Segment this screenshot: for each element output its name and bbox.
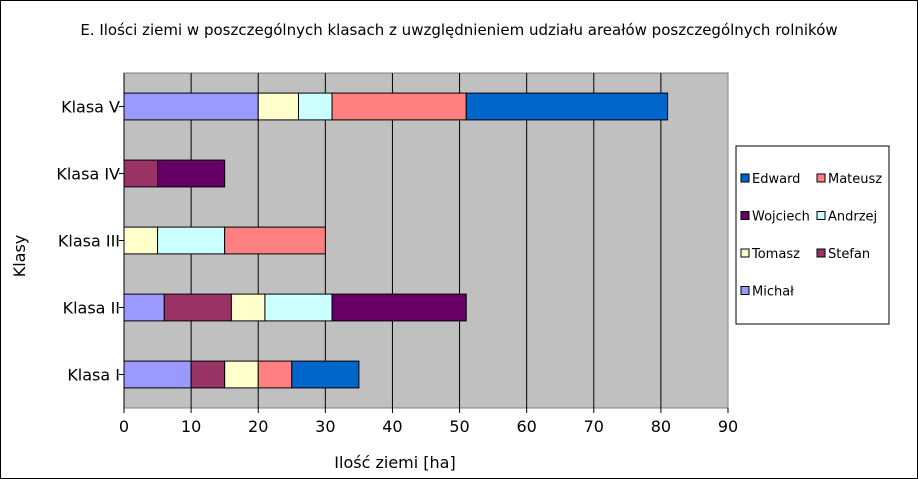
- legend: Edward Mateusz Wojciech Andrzej Tomasz Stefan…: [735, 145, 890, 325]
- bar-segment: [163, 293, 232, 322]
- x-tick-label: 30: [315, 417, 335, 436]
- x-tick-label: 80: [651, 417, 671, 436]
- y-tick-label: Klasa IV: [56, 165, 120, 184]
- bar-segment: [264, 293, 333, 322]
- x-tick-label: 20: [248, 417, 268, 436]
- bar-segment: [157, 226, 226, 255]
- bar-segment: [331, 92, 467, 121]
- legend-swatch: [816, 211, 826, 220]
- bar-segment: [291, 360, 360, 389]
- x-tick-labels: 0 10 20 30 40 50 60 70 80 90: [119, 417, 738, 436]
- bar-segment: [224, 226, 326, 255]
- x-tick-label: 10: [181, 417, 201, 436]
- legend-box: [735, 145, 890, 325]
- x-tick-label: 50: [449, 417, 469, 436]
- y-tick-label: Klasa V: [61, 98, 120, 117]
- legend-label: Andrzej: [828, 210, 877, 225]
- x-tick-label: 70: [584, 417, 604, 436]
- legend-swatch: [816, 248, 826, 258]
- legend-label: Stefan: [828, 247, 870, 262]
- y-tick-labels: Klasa I Klasa II Klasa III Klasa IV Klasa V: [56, 98, 124, 385]
- legend-label: Edward: [752, 172, 800, 187]
- y-tick-label: Klasa III: [58, 232, 120, 251]
- x-tick-label: 90: [718, 417, 738, 436]
- bar-segment: [331, 293, 467, 322]
- bar-segment: [157, 159, 226, 188]
- legend-label: Michał: [752, 285, 794, 300]
- bar-segment: [297, 92, 333, 121]
- bar-segment: [123, 159, 159, 188]
- bar-segment: [465, 92, 669, 121]
- bar-segment: [257, 92, 299, 121]
- legend-swatch: [740, 286, 750, 295]
- bar-segment: [123, 92, 259, 121]
- legend-label: Wojciech: [752, 210, 810, 225]
- y-axis-label: Klasy: [10, 235, 29, 278]
- bars: [123, 92, 669, 389]
- legend-label: Mateusz: [828, 172, 882, 187]
- bar-segment: [123, 360, 192, 389]
- x-tick-label: 60: [516, 417, 536, 436]
- legend-swatch: [740, 173, 750, 183]
- x-axis-label: Ilość ziemi [ha]: [334, 453, 455, 472]
- bar-segment: [123, 293, 165, 322]
- legend-swatch: [740, 211, 750, 220]
- x-tick-label: 0: [119, 417, 129, 436]
- legend-swatch: [816, 173, 826, 183]
- y-tick-label: Klasa II: [63, 299, 120, 318]
- legend-label: Tomasz: [751, 247, 800, 262]
- legend-swatch: [740, 248, 750, 258]
- legend-items: Edward Mateusz Wojciech Andrzej Tomasz Stefan…: [740, 172, 882, 300]
- bar-segment: [123, 226, 159, 255]
- bar-segment: [190, 360, 226, 389]
- y-tick-label: Klasa I: [67, 366, 120, 385]
- bar-segment: [224, 360, 259, 389]
- chart-title: E. Ilości ziemi w poszczególnych klasach…: [80, 21, 837, 39]
- bar-segment: [257, 360, 293, 389]
- bar-segment: [230, 293, 266, 322]
- x-tick-label: 40: [382, 417, 402, 436]
